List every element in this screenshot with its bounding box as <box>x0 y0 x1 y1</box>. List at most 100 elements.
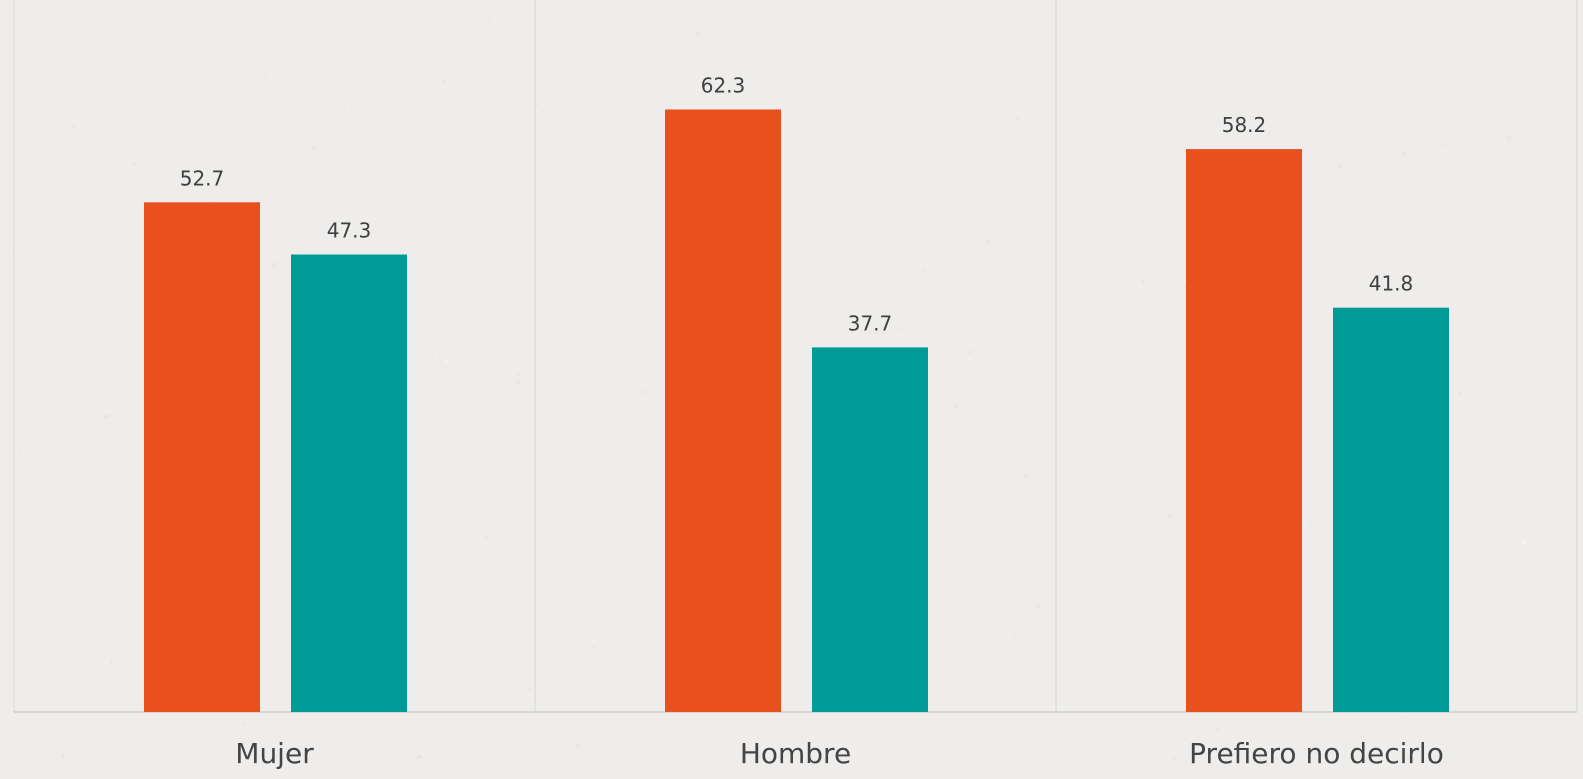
paper-speck <box>1312 714 1314 717</box>
paper-speck <box>884 219 887 223</box>
paper-speck <box>109 201 112 205</box>
paper-speck <box>1118 11 1121 15</box>
paper-speck <box>862 71 866 75</box>
orange-bar <box>1186 149 1302 713</box>
paper-speck <box>575 744 580 749</box>
paper-speck <box>1531 102 1534 105</box>
paper-speck <box>60 448 65 453</box>
paper-speck <box>730 19 732 22</box>
paper-speck <box>226 178 229 180</box>
paper-speck <box>1506 614 1511 619</box>
paper-speck <box>132 161 136 165</box>
paper-speck <box>24 56 28 61</box>
paper-speck <box>1466 593 1470 598</box>
paper-speck <box>504 409 507 412</box>
paper-speck <box>109 659 113 664</box>
bar-value-label: 58.2 <box>1222 113 1267 137</box>
paper-speck <box>485 536 488 539</box>
paper-speck <box>1560 458 1562 460</box>
paper-speck <box>60 753 66 759</box>
paper-speck <box>991 315 997 321</box>
paper-speck <box>1452 656 1455 658</box>
paper-speck <box>276 218 279 221</box>
bar-value-label: 41.8 <box>1369 272 1414 296</box>
paper-speck <box>264 73 268 77</box>
paper-speck <box>1085 166 1091 171</box>
paper-speck <box>1337 164 1342 170</box>
paper-speck <box>1180 499 1182 502</box>
paper-speck <box>432 238 435 241</box>
chart-bars <box>144 109 1449 713</box>
category-labels: Mujer Hombre Prefiero no decirlo <box>235 737 1444 770</box>
paper-speck <box>852 215 856 218</box>
paper-speck <box>1303 524 1307 528</box>
paper-speck <box>101 325 104 328</box>
paper-speck <box>1539 607 1542 610</box>
paper-speck <box>1063 673 1066 676</box>
paper-speck <box>581 190 585 195</box>
paper-speck <box>98 216 100 218</box>
paper-speck <box>603 481 608 486</box>
paper-speck <box>592 645 597 649</box>
paper-speck <box>312 150 314 152</box>
paper-speck <box>54 86 57 90</box>
paper-speck <box>534 102 539 107</box>
bar-value-label: 47.3 <box>327 219 372 243</box>
paper-speck <box>1406 715 1409 718</box>
paper-speck <box>1313 541 1316 544</box>
paper-speck <box>1029 556 1032 559</box>
paper-speck <box>1266 761 1270 765</box>
paper-speck <box>10 116 13 119</box>
orange-bar <box>665 109 781 712</box>
paper-speck <box>383 9 388 13</box>
paper-speck <box>411 677 417 682</box>
paper-speck <box>1401 151 1406 156</box>
paper-speck <box>102 302 106 306</box>
category-label: Mujer <box>235 737 314 770</box>
paper-speck <box>847 304 849 306</box>
paper-speck <box>1238 719 1241 722</box>
paper-speck <box>308 55 311 58</box>
paper-speck <box>273 726 276 730</box>
paper-speck <box>1471 363 1475 366</box>
paper-speck <box>55 230 58 232</box>
paper-speck <box>917 31 921 34</box>
paper-speck <box>457 631 461 635</box>
paper-speck <box>442 78 446 83</box>
paper-speck <box>394 11 398 15</box>
paper-speck <box>516 372 521 376</box>
paper-speck <box>105 99 109 102</box>
paper-speck <box>526 686 531 691</box>
paper-speck <box>1509 443 1511 445</box>
paper-speck <box>1116 34 1119 37</box>
paper-speck <box>969 351 973 355</box>
paper-speck <box>686 40 689 44</box>
paper-speck <box>19 451 22 454</box>
paper-speck <box>286 530 290 533</box>
paper-speck <box>134 134 138 137</box>
paper-speck <box>1008 98 1010 100</box>
paper-speck <box>184 174 188 178</box>
bar-value-labels: 52.7 47.3 62.3 37.7 58.2 41.8 <box>180 74 1414 336</box>
paper-speck <box>114 263 119 267</box>
paper-speck <box>1549 295 1553 299</box>
paper-speck <box>619 97 623 101</box>
paper-speck <box>1028 395 1033 400</box>
paper-speck <box>1539 136 1543 140</box>
paper-speck <box>1144 565 1146 568</box>
paper-speck <box>291 151 294 155</box>
paper-speck <box>1005 422 1011 427</box>
paper-speck <box>1327 322 1331 325</box>
paper-speck <box>958 363 961 365</box>
paper-speck <box>1520 413 1525 417</box>
paper-speck <box>226 17 230 21</box>
paper-speck <box>1023 473 1028 478</box>
paper-speck <box>960 641 963 643</box>
paper-speck <box>443 358 449 364</box>
paper-speck <box>534 744 537 747</box>
teal-bar <box>291 254 407 712</box>
paper-speck <box>1167 514 1172 519</box>
